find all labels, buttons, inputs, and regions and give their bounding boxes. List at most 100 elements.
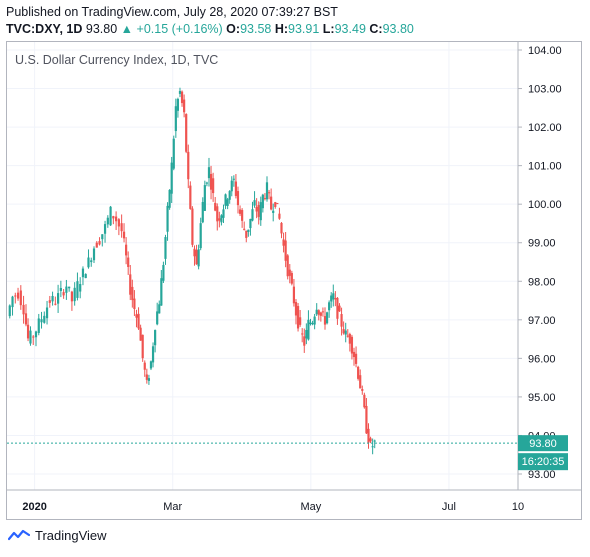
candle-body	[259, 202, 262, 221]
candle-body	[323, 316, 327, 325]
candle-body	[22, 304, 25, 315]
candle-body	[24, 313, 28, 325]
candle-body	[245, 230, 248, 238]
candle-body	[154, 330, 157, 346]
open-label: O:	[226, 22, 241, 36]
candle-body	[317, 310, 320, 315]
candle-body	[367, 428, 370, 443]
candle-body	[62, 292, 65, 296]
candle-body	[280, 222, 283, 234]
candle-body	[263, 198, 267, 200]
candle-body	[228, 191, 231, 200]
candle-body	[214, 202, 217, 211]
candle-body	[313, 316, 316, 325]
candle-body	[174, 106, 177, 132]
candle-body	[143, 362, 146, 370]
candle-body	[195, 250, 198, 265]
candle-body	[286, 255, 289, 277]
candle-body	[288, 269, 291, 276]
chart-frame[interactable]	[6, 41, 582, 520]
candle-body	[251, 209, 254, 221]
y-tick-label: 100.00	[528, 199, 562, 211]
y-tick-label: 96.00	[528, 353, 556, 365]
symbol-label: TVC:DXY, 1D	[6, 22, 83, 36]
candle-body	[170, 162, 173, 194]
candle-body	[87, 257, 90, 268]
candle-body	[301, 333, 304, 335]
candle-body	[115, 216, 118, 222]
last-price-label: 93.80	[529, 438, 557, 450]
candle-body	[98, 241, 101, 245]
candle-body	[139, 327, 142, 341]
chart-header: Published on TradingView.com, July 28, 2…	[6, 4, 414, 38]
candle-body	[238, 209, 242, 214]
candle-body	[282, 239, 285, 246]
y-tick-label: 103.00	[528, 84, 562, 96]
candle-body	[37, 318, 40, 333]
countdown-badge	[518, 453, 568, 471]
candle-body	[278, 213, 281, 219]
candle-body	[284, 240, 287, 261]
candle-body	[16, 292, 20, 299]
candle-body	[79, 284, 82, 292]
candle-body	[149, 361, 153, 369]
candle-body	[57, 293, 60, 304]
candle-body	[34, 331, 38, 338]
candle-body	[294, 302, 298, 316]
candle-body	[234, 181, 238, 196]
candle-body	[137, 313, 140, 329]
candle-body	[197, 249, 200, 267]
candle-body	[340, 314, 343, 327]
candle-body	[243, 228, 246, 230]
candle-body	[76, 281, 79, 298]
up-arrow-icon: ▲	[120, 22, 134, 36]
candle-body	[296, 306, 300, 329]
candle-body	[365, 405, 368, 434]
candle-body	[328, 302, 331, 311]
candle-body	[303, 336, 306, 346]
candle-body	[354, 353, 358, 364]
candle-body	[249, 218, 252, 229]
candle-body	[95, 242, 98, 248]
footer: TradingView	[8, 528, 107, 543]
candle-body	[265, 182, 269, 200]
candle-body	[133, 298, 136, 310]
candle-body	[224, 194, 227, 206]
candle-body	[357, 366, 360, 379]
countdown-label: 16:20:35	[522, 456, 565, 468]
candle-body	[276, 203, 279, 205]
candle-body	[54, 303, 57, 305]
candle-body	[117, 219, 120, 227]
candle-body	[191, 208, 194, 245]
candle-body	[359, 375, 362, 389]
candle-body	[65, 286, 68, 293]
x-tick-label: Jul	[442, 501, 456, 513]
x-tick-label: 2020	[22, 501, 46, 513]
candle-body	[106, 217, 109, 225]
candle-body	[299, 317, 302, 325]
candle-body	[315, 309, 318, 315]
candle-body	[183, 99, 186, 113]
quote-line: TVC:DXY, 1D 93.80 ▲ +0.15 (+0.16%) O:93.…	[6, 21, 414, 38]
candle-body	[147, 378, 151, 381]
candle-body	[373, 440, 376, 442]
candle-body	[120, 223, 123, 232]
close-label: C:	[369, 22, 383, 36]
candle-body	[336, 297, 339, 319]
close-value: 93.80	[382, 22, 414, 36]
y-tick-label: 102.00	[528, 122, 562, 134]
candle-body	[363, 394, 366, 408]
candle-body	[330, 295, 333, 302]
candle-body	[70, 291, 74, 302]
open-value: 93.58	[240, 22, 272, 36]
candle-body	[253, 200, 256, 206]
candle-body	[68, 286, 71, 289]
candle-body	[334, 298, 337, 300]
candle-body	[199, 223, 202, 249]
candle-body	[92, 248, 96, 261]
x-tick-label: May	[300, 501, 321, 513]
candle-body	[84, 274, 87, 279]
y-tick-label: 93.00	[528, 469, 556, 481]
high-value: 93.91	[288, 22, 320, 36]
